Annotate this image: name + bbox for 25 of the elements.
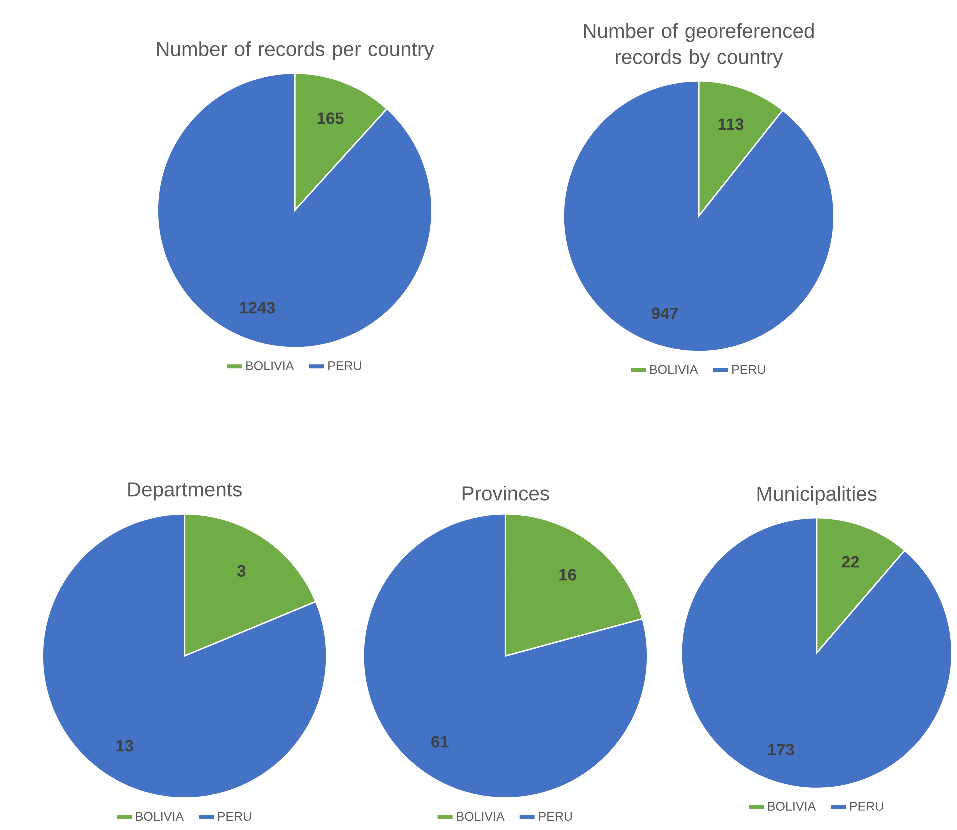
chart-title: Municipalities <box>758 486 877 506</box>
data-label: 947 <box>652 308 678 320</box>
data-label: 61 <box>432 736 449 748</box>
chart-title: Number of records per country <box>157 42 434 60</box>
legend-label: PERU <box>218 812 252 821</box>
data-label: 113 <box>718 118 744 130</box>
data-label: 13 <box>116 740 134 752</box>
data-label: 165 <box>318 112 344 124</box>
legend-label: PERU <box>850 802 884 811</box>
data-label: 173 <box>768 744 794 756</box>
legend-label: PERU <box>539 812 572 821</box>
data-label: 1243 <box>240 302 276 314</box>
chart-title: Departments <box>128 482 242 501</box>
legend-label: PERU <box>732 365 766 374</box>
data-label: 3 <box>237 565 246 577</box>
chart-title: Number of georeferenced records by country <box>584 23 814 68</box>
data-label: 22 <box>842 556 860 568</box>
data-label: 16 <box>560 569 576 581</box>
legend-label: PERU <box>328 362 362 370</box>
legend-label: BOLIVIA <box>136 812 184 822</box>
legend-label: BOLIVIA <box>246 361 294 370</box>
legend-label: BOLIVIA <box>650 365 698 374</box>
legend-label: BOLIVIA <box>457 812 505 822</box>
chart-title: Provinces <box>462 486 550 501</box>
legend-label: BOLIVIA <box>768 802 816 811</box>
